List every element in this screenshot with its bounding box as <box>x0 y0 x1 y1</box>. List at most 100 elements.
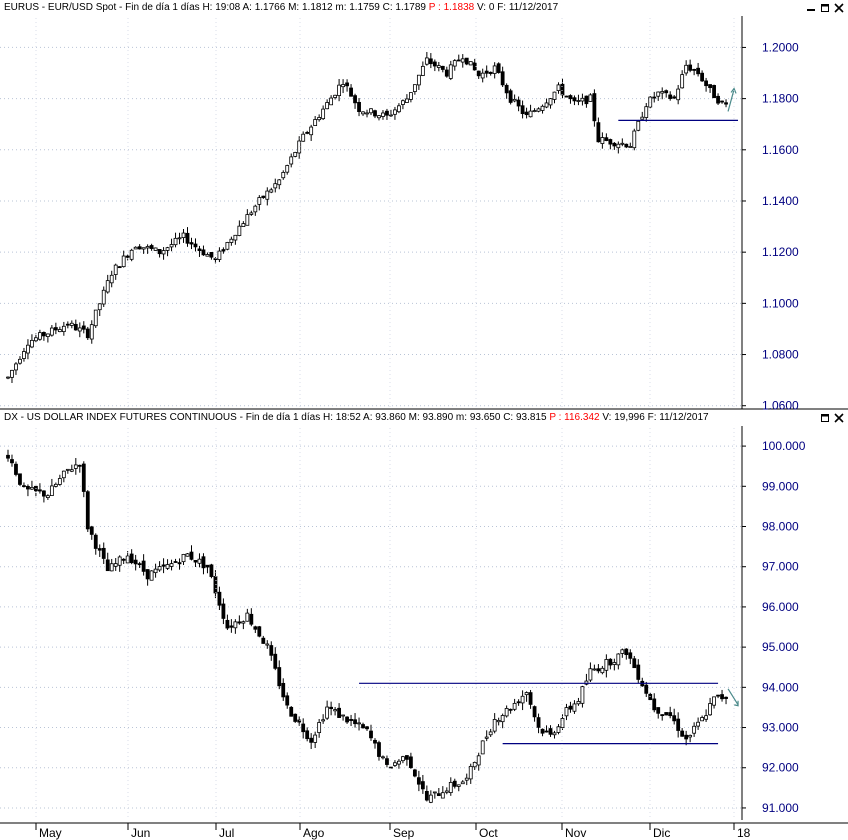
eur-candle-body <box>696 67 701 75</box>
eur-candle-body <box>277 179 282 186</box>
dx-candle-body <box>177 562 182 565</box>
top-pane-header: EURUS - EUR/USD Spot - Fin de día 1 días… <box>0 0 848 16</box>
eur-candle-body <box>69 322 74 326</box>
eur-up-arrow-shaft <box>727 89 735 112</box>
eur-candle-body <box>568 95 573 100</box>
eur-candle-body <box>301 133 306 142</box>
dx-candle-body <box>325 706 330 719</box>
eur-candle-body <box>41 332 46 337</box>
eur-candle-body <box>121 255 126 268</box>
eur-candle-body <box>269 189 274 193</box>
dx-candle-body <box>688 734 693 738</box>
minimize-icon[interactable] <box>806 3 816 13</box>
eur-candle-body <box>105 280 110 293</box>
eur-candle-body <box>484 70 489 74</box>
eur-candle-body <box>369 108 373 114</box>
eur-candle-body <box>201 249 206 256</box>
dx-candle-body <box>353 719 357 725</box>
dx-candle-body <box>361 724 365 729</box>
eur-candle-body <box>81 325 86 330</box>
dx-candle-body <box>696 721 701 727</box>
dx-candle-body <box>712 696 716 706</box>
eur-candle-body <box>241 223 246 228</box>
bottom-v-value: 19,996 <box>614 412 645 423</box>
eur-y-tick-label: 1.1200 <box>762 245 799 259</box>
dx-candle-body <box>656 707 661 714</box>
dx-candle-body <box>249 613 254 625</box>
dx-candle-body <box>540 728 545 734</box>
bottom-field-value: 93.860 <box>375 412 406 423</box>
eur-candle-body <box>528 110 533 118</box>
restore-icon[interactable] <box>820 413 830 423</box>
eur-candle-body <box>724 102 728 105</box>
eur-candle-body <box>141 247 146 250</box>
bottom-period: Fin de día 1 días <box>245 412 321 423</box>
eur-candle-body <box>197 248 202 252</box>
eur-candle-body <box>89 324 94 340</box>
dx-candle-body <box>444 790 449 793</box>
dx-candle-body <box>305 730 310 740</box>
dx-candle-body <box>416 777 421 785</box>
dx-candle-body <box>668 712 673 717</box>
dx-candle-body <box>684 734 689 740</box>
dx-candle-body <box>432 791 437 794</box>
dx-candle-body <box>365 726 369 730</box>
bottom-f-value: 11/12/2017 <box>659 412 709 423</box>
eur-candle-body <box>456 59 461 62</box>
dx-candle-body <box>169 563 174 567</box>
eur-candle-body <box>30 339 34 348</box>
top-symbol: EURUS <box>4 2 40 13</box>
eur-candle-body <box>6 376 10 379</box>
dx-candle-body <box>237 621 242 624</box>
dx-candle-body <box>484 736 489 739</box>
eur-candle-body <box>632 130 637 149</box>
dx-candle-body <box>345 716 349 723</box>
restore-icon[interactable] <box>820 3 830 13</box>
dx-candle-body <box>273 653 278 669</box>
eur-candle-body <box>620 142 625 145</box>
dx-candle-body <box>121 558 126 561</box>
top-period: Fin de día 1 días <box>125 2 200 13</box>
eur-y-tick-label: 1.0800 <box>762 348 799 362</box>
eur-candle-body <box>389 114 393 117</box>
dx-candle-body <box>377 742 381 757</box>
eur-candle-body <box>181 232 186 239</box>
eur-candle-body <box>265 190 270 200</box>
eur-candle-body <box>536 108 541 112</box>
dx-candle-body <box>600 667 605 674</box>
dx-candle-body <box>165 564 170 569</box>
eur-candle-body <box>604 137 609 141</box>
eur-candle-body <box>460 58 465 63</box>
dx-candle-body <box>185 553 190 557</box>
eur-candle-body <box>700 72 705 82</box>
dx-candle-body <box>77 464 82 467</box>
eur-candle-body <box>600 137 605 144</box>
eur-candle-body <box>496 63 501 73</box>
eur-candle-body <box>365 112 369 115</box>
eur-candle-body <box>49 327 54 336</box>
dx-y-tick-label: 99.000 <box>762 479 799 493</box>
eur-candle-body <box>584 95 589 105</box>
dx-candle-body <box>41 490 46 497</box>
dx-y-tick-label: 91.000 <box>762 801 799 815</box>
eur-candle-body <box>704 80 708 87</box>
eur-candle-body <box>309 126 314 136</box>
dx-candle-body <box>129 553 134 564</box>
dx-candle-body <box>181 554 186 563</box>
eur-candle-body <box>261 195 266 198</box>
close-icon[interactable] <box>834 413 844 423</box>
dx-candle-body <box>157 566 162 571</box>
dx-candle-body <box>564 707 569 717</box>
eur-candle-body <box>548 98 553 106</box>
close-icon[interactable] <box>834 3 844 13</box>
eur-candle-body <box>385 110 389 116</box>
eur-candle-body <box>444 69 449 77</box>
eur-candle-body <box>157 249 162 255</box>
eur-candle-body <box>57 329 62 333</box>
dx-y-tick-label: 100.000 <box>762 439 806 453</box>
dx-candle-body <box>393 762 397 766</box>
top-header-text: EURUS - EUR/USD Spot - Fin de día 1 días… <box>4 2 559 13</box>
dx-candle-body <box>349 718 353 721</box>
dx-candle-body <box>428 794 433 803</box>
